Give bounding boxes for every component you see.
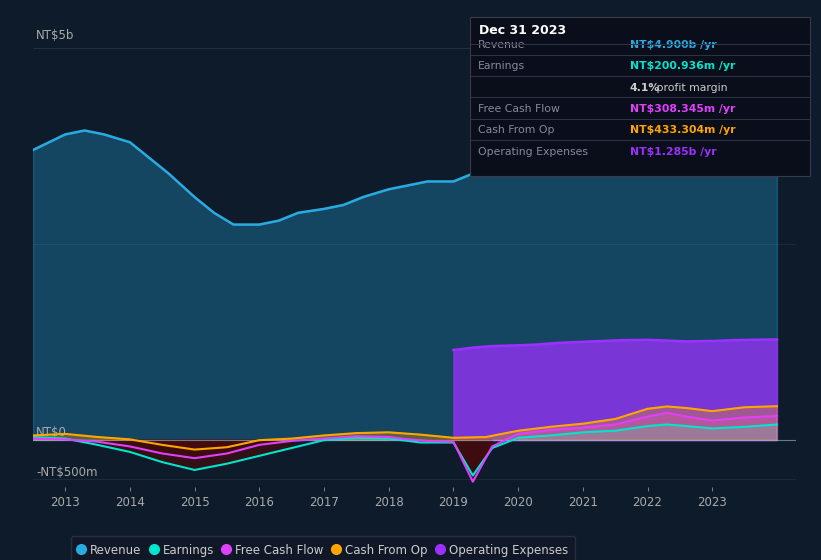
Text: NT$4.900b /yr: NT$4.900b /yr	[630, 40, 717, 50]
Text: NT$0: NT$0	[36, 426, 67, 439]
Text: NT$308.345m /yr: NT$308.345m /yr	[630, 104, 735, 114]
Text: 4.1%: 4.1%	[630, 83, 660, 93]
Text: Operating Expenses: Operating Expenses	[478, 147, 588, 157]
Text: Free Cash Flow: Free Cash Flow	[478, 104, 560, 114]
Text: -NT$500m: -NT$500m	[36, 465, 98, 479]
Legend: Revenue, Earnings, Free Cash Flow, Cash From Op, Operating Expenses: Revenue, Earnings, Free Cash Flow, Cash …	[71, 536, 575, 560]
Text: Revenue: Revenue	[478, 40, 525, 50]
Text: Dec 31 2023: Dec 31 2023	[479, 24, 566, 36]
Text: NT$200.936m /yr: NT$200.936m /yr	[630, 62, 735, 72]
Text: Cash From Op: Cash From Op	[478, 125, 554, 136]
Text: profit margin: profit margin	[653, 83, 727, 93]
Text: NT$433.304m /yr: NT$433.304m /yr	[630, 125, 736, 136]
Text: Earnings: Earnings	[478, 62, 525, 72]
Text: NT$5b: NT$5b	[36, 29, 75, 42]
Text: NT$1.285b /yr: NT$1.285b /yr	[630, 147, 717, 157]
